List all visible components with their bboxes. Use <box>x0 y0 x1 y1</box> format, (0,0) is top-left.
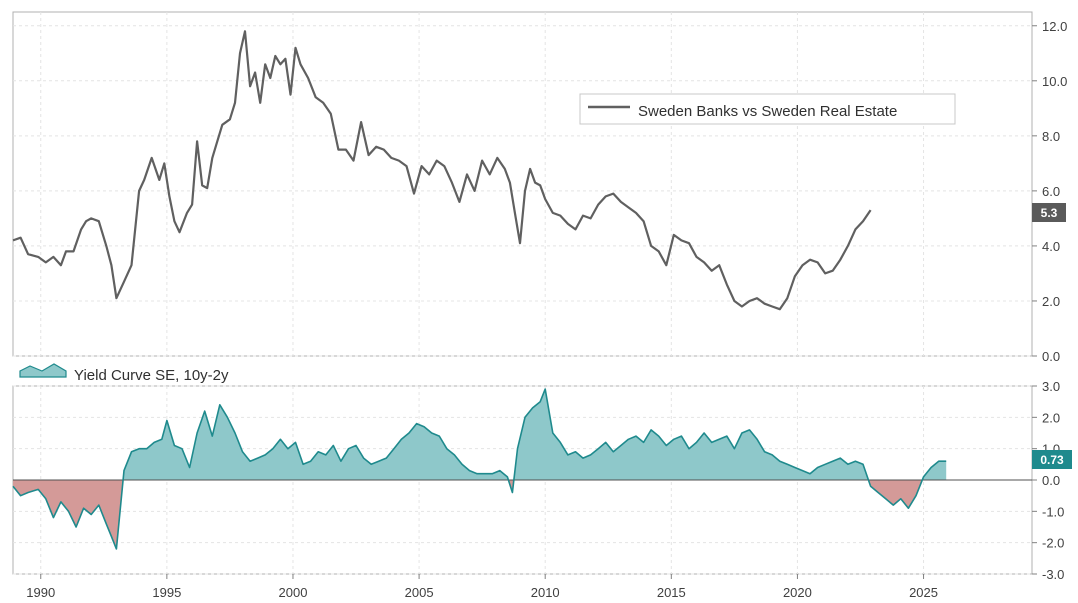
top-y-tick-label-2: 4.0 <box>1042 239 1060 254</box>
bottom-y-tick-label-1: -2.0 <box>1042 536 1064 551</box>
bottom-y-tick-label-6: 3.0 <box>1042 379 1060 394</box>
top-y-tick-label-1: 2.0 <box>1042 294 1060 309</box>
x-tick-label-1: 1995 <box>152 585 181 600</box>
top-legend-label: Sweden Banks vs Sweden Real Estate <box>638 103 897 120</box>
bottom-last-value-badge: 0.73 <box>1032 450 1072 469</box>
bottom-y-tick-label-0: -3.0 <box>1042 567 1064 582</box>
yield-curve-negative-area <box>13 480 947 549</box>
top-y-tick-label-3: 6.0 <box>1042 184 1060 199</box>
x-tick-label-2: 2000 <box>279 585 308 600</box>
x-tick-label-0: 1990 <box>26 585 55 600</box>
bottom-y-tick-label-2: -1.0 <box>1042 504 1064 519</box>
bottom-y-tick-label-5: 2.0 <box>1042 410 1060 425</box>
bottom-y-ticks: -3.0-2.0-1.00.01.02.03.0 <box>1032 379 1064 582</box>
top-y-ticks: 0.0 2.0 4.0 6.0 8.0 10.0 12.0 <box>1032 19 1067 364</box>
x-tick-label-6: 2020 <box>783 585 812 600</box>
top-y-tick-label-0: 0.0 <box>1042 349 1060 364</box>
x-tick-label-4: 2010 <box>531 585 560 600</box>
x-tick-label-3: 2005 <box>405 585 434 600</box>
top-plot-frame <box>12 11 1033 357</box>
top-badge-box <box>1032 203 1066 222</box>
top-gridlines <box>13 12 1032 357</box>
x-tick-label-5: 2015 <box>657 585 686 600</box>
bottom-y-tick-label-3: 0.0 <box>1042 473 1060 488</box>
top-y-tick-label-5: 10.0 <box>1042 74 1067 89</box>
top-y-tick-label-4: 8.0 <box>1042 129 1060 144</box>
top-y-tick-label-6: 12.0 <box>1042 19 1067 34</box>
bottom-panel: -3.0-2.0-1.00.01.02.03.0 0.73 <box>12 379 1072 582</box>
top-legend: Sweden Banks vs Sweden Real Estate <box>579 93 956 125</box>
x-axis-ticks: 1990 1995 2000 2005 2010 2015 2020 2025 <box>26 574 938 600</box>
bottom-legend: Yield Curve SE, 10y-2y <box>19 363 229 384</box>
bottom-legend-swatch <box>19 363 67 378</box>
bottom-legend-label: Yield Curve SE, 10y-2y <box>74 367 229 384</box>
top-legend-box <box>579 93 956 125</box>
top-panel: 0.0 2.0 4.0 6.0 8.0 10.0 12.0 Sweden Banks vs … <box>12 11 1067 364</box>
bottom-badge-box <box>1032 450 1072 469</box>
top-last-value-badge: 5.3 <box>1032 203 1066 222</box>
bottom-badge-label: 0.73 <box>1040 453 1064 467</box>
x-tick-label-7: 2025 <box>909 585 938 600</box>
ratio-line-series <box>12 30 872 311</box>
top-badge-label: 5.3 <box>1041 206 1058 220</box>
yield-curve-line-series <box>12 388 947 550</box>
